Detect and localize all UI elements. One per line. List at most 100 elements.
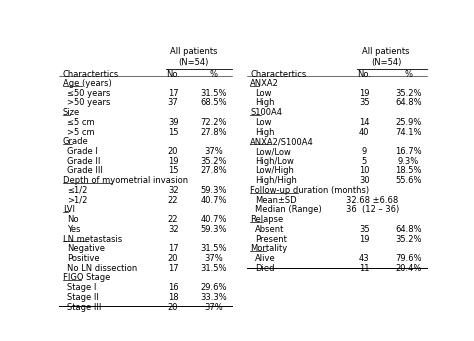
Text: FIGO Stage: FIGO Stage bbox=[63, 273, 110, 282]
Text: Absent: Absent bbox=[255, 225, 284, 234]
Text: High: High bbox=[255, 99, 274, 107]
Text: 19: 19 bbox=[168, 157, 178, 166]
Text: 9: 9 bbox=[362, 147, 367, 156]
Text: 40.7%: 40.7% bbox=[201, 196, 227, 205]
Text: ANXA2: ANXA2 bbox=[250, 79, 279, 88]
Text: 17: 17 bbox=[168, 264, 178, 273]
Text: 5: 5 bbox=[362, 157, 367, 166]
Text: 27.8%: 27.8% bbox=[200, 128, 227, 137]
Text: Relapse: Relapse bbox=[250, 215, 283, 224]
Text: Charactertics: Charactertics bbox=[250, 70, 307, 78]
Text: No.: No. bbox=[357, 70, 371, 78]
Text: Size: Size bbox=[63, 108, 80, 117]
Text: Stage I: Stage I bbox=[67, 283, 97, 292]
Text: ANXA2/S100A4: ANXA2/S100A4 bbox=[250, 137, 314, 146]
Text: 37%: 37% bbox=[204, 147, 223, 156]
Text: Depth of myometrial invasion: Depth of myometrial invasion bbox=[63, 176, 188, 185]
Text: 39: 39 bbox=[168, 118, 178, 127]
Text: 31.5%: 31.5% bbox=[201, 244, 227, 253]
Text: 25.9%: 25.9% bbox=[395, 118, 421, 127]
Text: High/Low: High/Low bbox=[255, 157, 293, 166]
Text: 32: 32 bbox=[168, 225, 178, 234]
Text: 11: 11 bbox=[359, 264, 369, 273]
Text: 40: 40 bbox=[359, 128, 369, 137]
Text: 16: 16 bbox=[168, 283, 178, 292]
Text: Died: Died bbox=[255, 264, 274, 273]
Text: High: High bbox=[255, 128, 274, 137]
Text: Grade: Grade bbox=[63, 137, 89, 146]
Text: 36  (12 – 36): 36 (12 – 36) bbox=[346, 205, 399, 214]
Text: LVI: LVI bbox=[63, 205, 75, 214]
Text: Low: Low bbox=[255, 118, 271, 127]
Text: 32.68 ±6.68: 32.68 ±6.68 bbox=[346, 196, 398, 205]
Text: 64.8%: 64.8% bbox=[395, 225, 421, 234]
Text: LN metastasis: LN metastasis bbox=[63, 235, 122, 243]
Text: 35: 35 bbox=[359, 225, 369, 234]
Text: 55.6%: 55.6% bbox=[395, 176, 421, 185]
Text: Low: Low bbox=[255, 89, 271, 98]
Text: Grade II: Grade II bbox=[67, 157, 100, 166]
Text: 31.5%: 31.5% bbox=[201, 89, 227, 98]
Text: High/High: High/High bbox=[255, 176, 297, 185]
Text: 59.3%: 59.3% bbox=[201, 186, 227, 195]
Text: Negative: Negative bbox=[67, 244, 105, 253]
Text: 20: 20 bbox=[168, 302, 178, 312]
Text: Present: Present bbox=[255, 235, 287, 243]
Text: 64.8%: 64.8% bbox=[395, 99, 421, 107]
Text: Charactertics: Charactertics bbox=[63, 70, 119, 78]
Text: 43: 43 bbox=[359, 254, 369, 263]
Text: 35.2%: 35.2% bbox=[395, 235, 421, 243]
Text: >50 years: >50 years bbox=[67, 99, 111, 107]
Text: ≤5 cm: ≤5 cm bbox=[67, 118, 95, 127]
Text: 20.4%: 20.4% bbox=[395, 264, 421, 273]
Text: 31.5%: 31.5% bbox=[201, 264, 227, 273]
Text: All patients
(N=54): All patients (N=54) bbox=[363, 47, 410, 67]
Text: 74.1%: 74.1% bbox=[395, 128, 421, 137]
Text: 15: 15 bbox=[168, 166, 178, 176]
Text: No.: No. bbox=[166, 70, 180, 78]
Text: Low/Low: Low/Low bbox=[255, 147, 291, 156]
Text: 29.6%: 29.6% bbox=[201, 283, 227, 292]
Text: 17: 17 bbox=[168, 244, 178, 253]
Text: 20: 20 bbox=[168, 254, 178, 263]
Text: 18.5%: 18.5% bbox=[395, 166, 421, 176]
Text: 35.2%: 35.2% bbox=[395, 89, 421, 98]
Text: 22: 22 bbox=[168, 215, 178, 224]
Text: 27.8%: 27.8% bbox=[200, 166, 227, 176]
Text: %: % bbox=[404, 70, 412, 78]
Text: Yes: Yes bbox=[67, 225, 81, 234]
Text: 35.2%: 35.2% bbox=[201, 157, 227, 166]
Text: >5 cm: >5 cm bbox=[67, 128, 95, 137]
Text: 17: 17 bbox=[168, 89, 178, 98]
Text: 68.5%: 68.5% bbox=[200, 99, 227, 107]
Text: 79.6%: 79.6% bbox=[395, 254, 421, 263]
Text: 35: 35 bbox=[359, 99, 369, 107]
Text: Stage II: Stage II bbox=[67, 293, 99, 302]
Text: Median (Range): Median (Range) bbox=[255, 205, 321, 214]
Text: 22: 22 bbox=[168, 196, 178, 205]
Text: All patients
(N=54): All patients (N=54) bbox=[170, 47, 217, 67]
Text: 33.3%: 33.3% bbox=[200, 293, 227, 302]
Text: 18: 18 bbox=[168, 293, 178, 302]
Text: Age (years): Age (years) bbox=[63, 79, 112, 88]
Text: Mean±SD: Mean±SD bbox=[255, 196, 296, 205]
Text: 16.7%: 16.7% bbox=[395, 147, 421, 156]
Text: 19: 19 bbox=[359, 89, 369, 98]
Text: 59.3%: 59.3% bbox=[201, 225, 227, 234]
Text: Grade I: Grade I bbox=[67, 147, 98, 156]
Text: >1/2: >1/2 bbox=[67, 196, 88, 205]
Text: ≤1/2: ≤1/2 bbox=[67, 186, 88, 195]
Text: 30: 30 bbox=[359, 176, 369, 185]
Text: Alive: Alive bbox=[255, 254, 275, 263]
Text: Low/High: Low/High bbox=[255, 166, 293, 176]
Text: 15: 15 bbox=[168, 128, 178, 137]
Text: No: No bbox=[67, 215, 79, 224]
Text: Follow-up duration (months): Follow-up duration (months) bbox=[250, 186, 369, 195]
Text: 19: 19 bbox=[359, 235, 369, 243]
Text: 37: 37 bbox=[168, 99, 179, 107]
Text: 14: 14 bbox=[359, 118, 369, 127]
Text: 72.2%: 72.2% bbox=[201, 118, 227, 127]
Text: Stage III: Stage III bbox=[67, 302, 102, 312]
Text: 9.3%: 9.3% bbox=[398, 157, 419, 166]
Text: No LN dissection: No LN dissection bbox=[67, 264, 137, 273]
